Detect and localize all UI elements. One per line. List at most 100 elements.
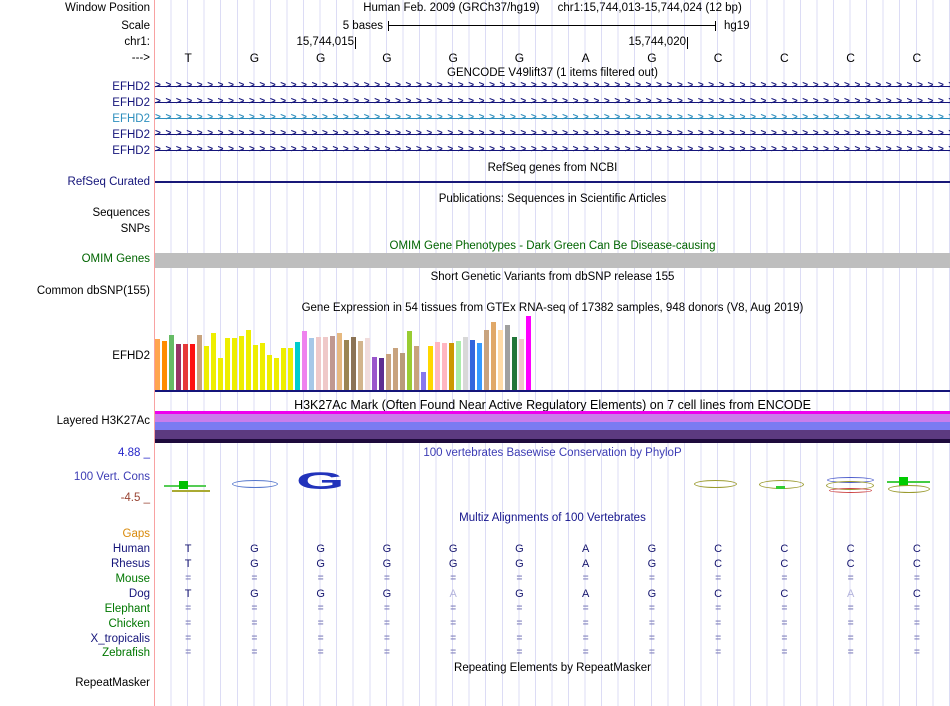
h3k27ac-band[interactable] (155, 422, 950, 430)
multiz-base-cell: = (185, 633, 192, 644)
gtex-tissue-bar[interactable] (449, 343, 454, 390)
gtex-tissue-bar[interactable] (330, 336, 335, 390)
gtex-tissue-bar[interactable] (204, 346, 209, 390)
gtex-tissue-bar[interactable] (274, 358, 279, 390)
gtex-tissue-bar[interactable] (463, 337, 468, 390)
gtex-tissue-bar[interactable] (470, 340, 475, 390)
base-letter: G (514, 51, 525, 65)
h3k27ac-label[interactable]: Layered H3K27Ac (56, 415, 150, 427)
h3k27ac-band[interactable] (155, 414, 950, 422)
gtex-tissue-bar[interactable] (316, 337, 321, 390)
gtex-tissue-bar[interactable] (169, 335, 174, 390)
h3k27ac-band[interactable] (155, 411, 950, 414)
gtex-tissue-bar[interactable] (386, 354, 391, 390)
gtex-tissue-bar[interactable] (351, 337, 356, 390)
gtex-tissue-bar[interactable] (211, 333, 216, 390)
multiz-species-label[interactable]: Human (112, 543, 150, 555)
gene-label[interactable]: EFHD2 (112, 97, 150, 109)
gtex-tissue-bar[interactable] (246, 330, 251, 390)
gene-label[interactable]: EFHD2 (112, 145, 150, 157)
gtex-tissue-bar[interactable] (302, 331, 307, 390)
h3k27ac-band[interactable] (155, 430, 950, 439)
gtex-tissue-bar[interactable] (162, 341, 167, 390)
ruler-coord-left[interactable]: 15,744,015 (296, 36, 354, 48)
gtex-tissue-bar[interactable] (344, 340, 349, 390)
gene-transcript-row[interactable]: >>>>>>>>>>>>>>>>>>>>>>>>>>>>>>>>>>>>>>>>… (155, 144, 950, 157)
gtex-tissue-bar[interactable] (253, 345, 258, 390)
gtex-tissue-bar[interactable] (323, 337, 328, 390)
gtex-tissue-bar[interactable] (491, 322, 496, 390)
publications-track-title: Publications: Sequences in Scientific Ar… (438, 193, 667, 205)
gtex-tissue-bar[interactable] (393, 348, 398, 390)
h3k27ac-band[interactable] (155, 439, 950, 443)
multiz-species-label[interactable]: Gaps (122, 528, 151, 540)
multiz-base-cell: C (846, 558, 855, 570)
dbsnp-label[interactable]: Common dbSNP(155) (36, 285, 150, 297)
omim-gene-item[interactable] (155, 253, 950, 268)
gene-transcript-row[interactable]: >>>>>>>>>>>>>>>>>>>>>>>>>>>>>>>>>>>>>>>>… (155, 80, 950, 93)
gtex-tissue-bar[interactable] (232, 338, 237, 390)
gtex-tissue-bar[interactable] (260, 343, 265, 390)
gtex-tissue-bar[interactable] (435, 342, 440, 390)
gtex-tissue-bar[interactable] (365, 338, 370, 390)
gtex-tissue-bar[interactable] (295, 342, 300, 390)
gene-label[interactable]: EFHD2 (112, 113, 150, 125)
gene-label[interactable]: EFHD2 (112, 81, 150, 93)
multiz-species-label[interactable]: Chicken (108, 618, 150, 630)
gtex-tissue-bar[interactable] (176, 344, 181, 390)
gencode-track-title: GENCODE V49lift37 (1 items filtered out) (447, 67, 658, 79)
repeatmasker-label[interactable]: RepeatMasker (75, 677, 150, 689)
gtex-gene-label[interactable]: EFHD2 (112, 350, 150, 362)
gene-label[interactable]: EFHD2 (112, 129, 150, 141)
gtex-tissue-bar[interactable] (505, 325, 510, 390)
gtex-tissue-bar[interactable] (428, 346, 433, 390)
gtex-tissue-bar[interactable] (442, 343, 447, 390)
multiz-species-label[interactable]: Elephant (104, 603, 150, 615)
gtex-tissue-bar[interactable] (281, 348, 286, 390)
gtex-tissue-bar[interactable] (267, 355, 272, 390)
gtex-tissue-bar[interactable] (379, 358, 384, 390)
gtex-tissue-bar[interactable] (337, 333, 342, 390)
gtex-tissue-bar[interactable] (400, 353, 405, 390)
gtex-tissue-bar[interactable] (407, 331, 412, 390)
refseq-curated-item[interactable] (155, 181, 950, 183)
gtex-tissue-bar[interactable] (358, 341, 363, 390)
multiz-species-label[interactable]: Rhesus (111, 558, 150, 570)
strand-direction-label[interactable]: ---> (131, 52, 150, 64)
gtex-tissue-bar[interactable] (477, 343, 482, 390)
conservation-track-label[interactable]: 100 Vert. Cons (73, 471, 150, 483)
multiz-species-label[interactable]: Zebrafish (102, 647, 150, 659)
gene-transcript-row[interactable]: >>>>>>>>>>>>>>>>>>>>>>>>>>>>>>>>>>>>>>>>… (155, 112, 950, 125)
multiz-species-label[interactable]: X_tropicalis (90, 633, 150, 645)
gtex-tissue-bar[interactable] (239, 336, 244, 390)
snps-label[interactable]: SNPs (120, 223, 150, 235)
multiz-base-cell: G (647, 543, 657, 555)
omim-genes-label[interactable]: OMIM Genes (81, 253, 150, 265)
gene-transcript-row[interactable]: >>>>>>>>>>>>>>>>>>>>>>>>>>>>>>>>>>>>>>>>… (155, 96, 950, 109)
multiz-species-label[interactable]: Dog (128, 588, 150, 600)
multiz-base-cell: G (250, 558, 259, 570)
gtex-tissue-bar[interactable] (519, 339, 524, 390)
gtex-tissue-bar[interactable] (288, 348, 293, 390)
gene-transcript-row[interactable]: >>>>>>>>>>>>>>>>>>>>>>>>>>>>>>>>>>>>>>>>… (155, 128, 950, 141)
gtex-tissue-bar[interactable] (526, 316, 531, 390)
gtex-tissue-bar[interactable] (197, 335, 202, 390)
gtex-tissue-bar[interactable] (183, 344, 188, 390)
gtex-tissue-bar[interactable] (456, 341, 461, 390)
gtex-tissue-bar[interactable] (225, 338, 230, 390)
sequences-label[interactable]: Sequences (92, 207, 150, 219)
gtex-tissue-bar[interactable] (155, 339, 160, 390)
gtex-tissue-bar[interactable] (190, 344, 195, 390)
refseq-curated-label[interactable]: RefSeq Curated (67, 176, 150, 188)
multiz-species-label[interactable]: Mouse (115, 573, 150, 585)
gtex-tissue-bar[interactable] (421, 372, 426, 390)
gtex-tissue-bar[interactable] (372, 357, 377, 390)
gtex-tissue-bar[interactable] (414, 346, 419, 390)
ruler-coord-right[interactable]: 15,744,020 (628, 36, 686, 48)
gtex-tissue-bar[interactable] (309, 338, 314, 390)
gtex-tissue-bar[interactable] (218, 358, 223, 390)
gtex-tissue-bar[interactable] (484, 330, 489, 390)
scale-bar-left-tick (388, 21, 389, 31)
gtex-tissue-bar[interactable] (512, 337, 517, 390)
gtex-tissue-bar[interactable] (498, 330, 503, 390)
